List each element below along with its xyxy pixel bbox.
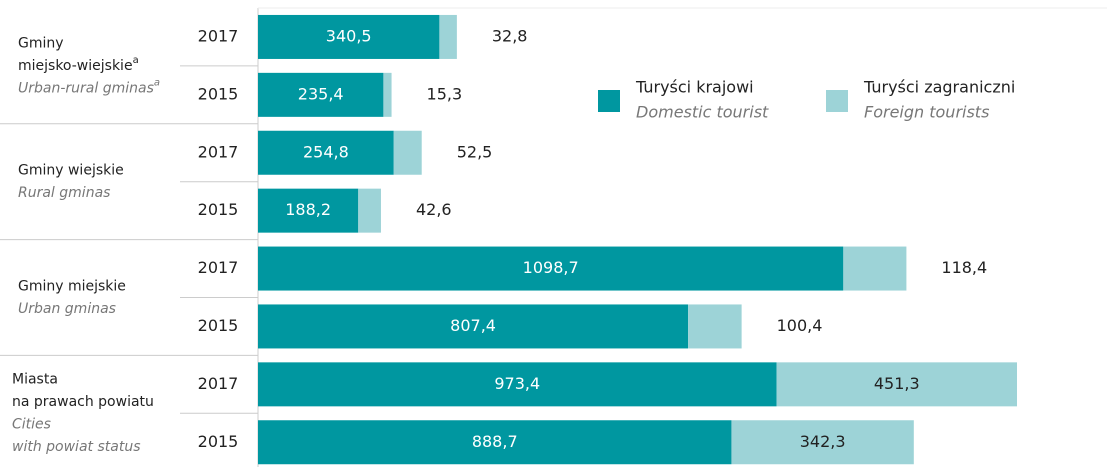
data-label: 973,4 xyxy=(494,374,540,393)
bar-segment xyxy=(258,246,844,291)
bar-segment xyxy=(393,130,422,175)
bar-segment xyxy=(258,188,359,233)
group-label-en: Urban-rural gminasa xyxy=(18,77,160,96)
y-tick-label: 2017 xyxy=(198,26,239,45)
group-label-en: with powiat status xyxy=(12,439,140,455)
group-label: miejsko-wiejskiea xyxy=(18,55,139,74)
data-label: 42,6 xyxy=(416,200,452,219)
bar-segment xyxy=(731,420,914,465)
legend-label-en: Domestic tourist xyxy=(636,103,769,122)
group-label-en: Urban gminas xyxy=(18,301,116,317)
data-label: 235,4 xyxy=(298,84,344,103)
label-text: with powiat status xyxy=(12,439,140,455)
y-tick-label: 2015 xyxy=(198,200,239,219)
data-label: 807,4 xyxy=(450,316,496,335)
label-text: Gminy miejskie xyxy=(18,278,126,294)
legend-swatch xyxy=(598,90,620,112)
bar-segment xyxy=(258,304,689,349)
footnote-mark: a xyxy=(133,55,139,66)
bar-segment xyxy=(258,362,777,407)
data-label: 254,8 xyxy=(303,142,349,161)
legend: Turyści krajowi Domestic tourist Turyści… xyxy=(598,78,1015,122)
bar-segment xyxy=(258,420,732,465)
data-label: 1098,7 xyxy=(523,258,579,277)
label-text: Cities xyxy=(12,417,51,433)
data-label: 451,3 xyxy=(874,374,920,393)
data-label: 100,4 xyxy=(777,316,823,335)
legend-label: Turyści zagraniczni xyxy=(863,78,1015,97)
bar-segment xyxy=(258,130,394,175)
label-text: miejsko-wiejskie xyxy=(18,58,133,74)
y-tick-label: 2017 xyxy=(198,258,239,277)
label-text: na prawach powiatu xyxy=(12,394,154,410)
footnote-mark: a xyxy=(154,77,160,88)
data-label: 32,8 xyxy=(492,26,528,45)
y-tick-label: 2015 xyxy=(198,432,239,451)
legend-label-en: Foreign tourists xyxy=(864,103,989,122)
data-label: 342,3 xyxy=(800,432,846,451)
group-label-en: Cities xyxy=(12,417,51,433)
label-text: Gminy xyxy=(18,35,64,51)
group-label-en: Rural gminas xyxy=(18,185,110,201)
legend-label: Turyści krajowi xyxy=(635,78,754,97)
group-label: Gminy miejskie xyxy=(18,278,126,294)
label-text: Urban gminas xyxy=(18,301,116,317)
group-label: Gminy wiejskie xyxy=(18,162,124,178)
bar-segment xyxy=(383,72,392,117)
bar-segment xyxy=(776,362,1017,407)
bar-segment xyxy=(843,246,907,291)
data-label: 52,5 xyxy=(457,142,493,161)
bar-segment xyxy=(358,188,381,233)
label-text: Rural gminas xyxy=(18,185,110,201)
legend-swatch xyxy=(826,90,848,112)
bar-segment xyxy=(439,14,457,59)
label-text: Gminy wiejskie xyxy=(18,162,124,178)
y-tick-label: 2017 xyxy=(198,374,239,393)
data-label: 888,7 xyxy=(472,432,518,451)
bar-segment xyxy=(258,72,384,117)
group-label: Gminy xyxy=(18,35,64,51)
y-tick-label: 2015 xyxy=(198,316,239,335)
label-text: Miasta xyxy=(12,372,58,388)
bar-segment xyxy=(688,304,742,349)
data-label: 15,3 xyxy=(427,84,463,103)
data-label: 340,5 xyxy=(326,26,372,45)
data-label: 118,4 xyxy=(941,258,987,277)
data-label: 188,2 xyxy=(285,200,331,219)
bar-segment xyxy=(258,14,440,59)
label-text: Urban-rural gminas xyxy=(18,80,154,96)
y-tick-label: 2015 xyxy=(198,84,239,103)
y-tick-label: 2017 xyxy=(198,142,239,161)
group-label: Miasta xyxy=(12,372,58,388)
group-label: na prawach powiatu xyxy=(12,394,154,410)
